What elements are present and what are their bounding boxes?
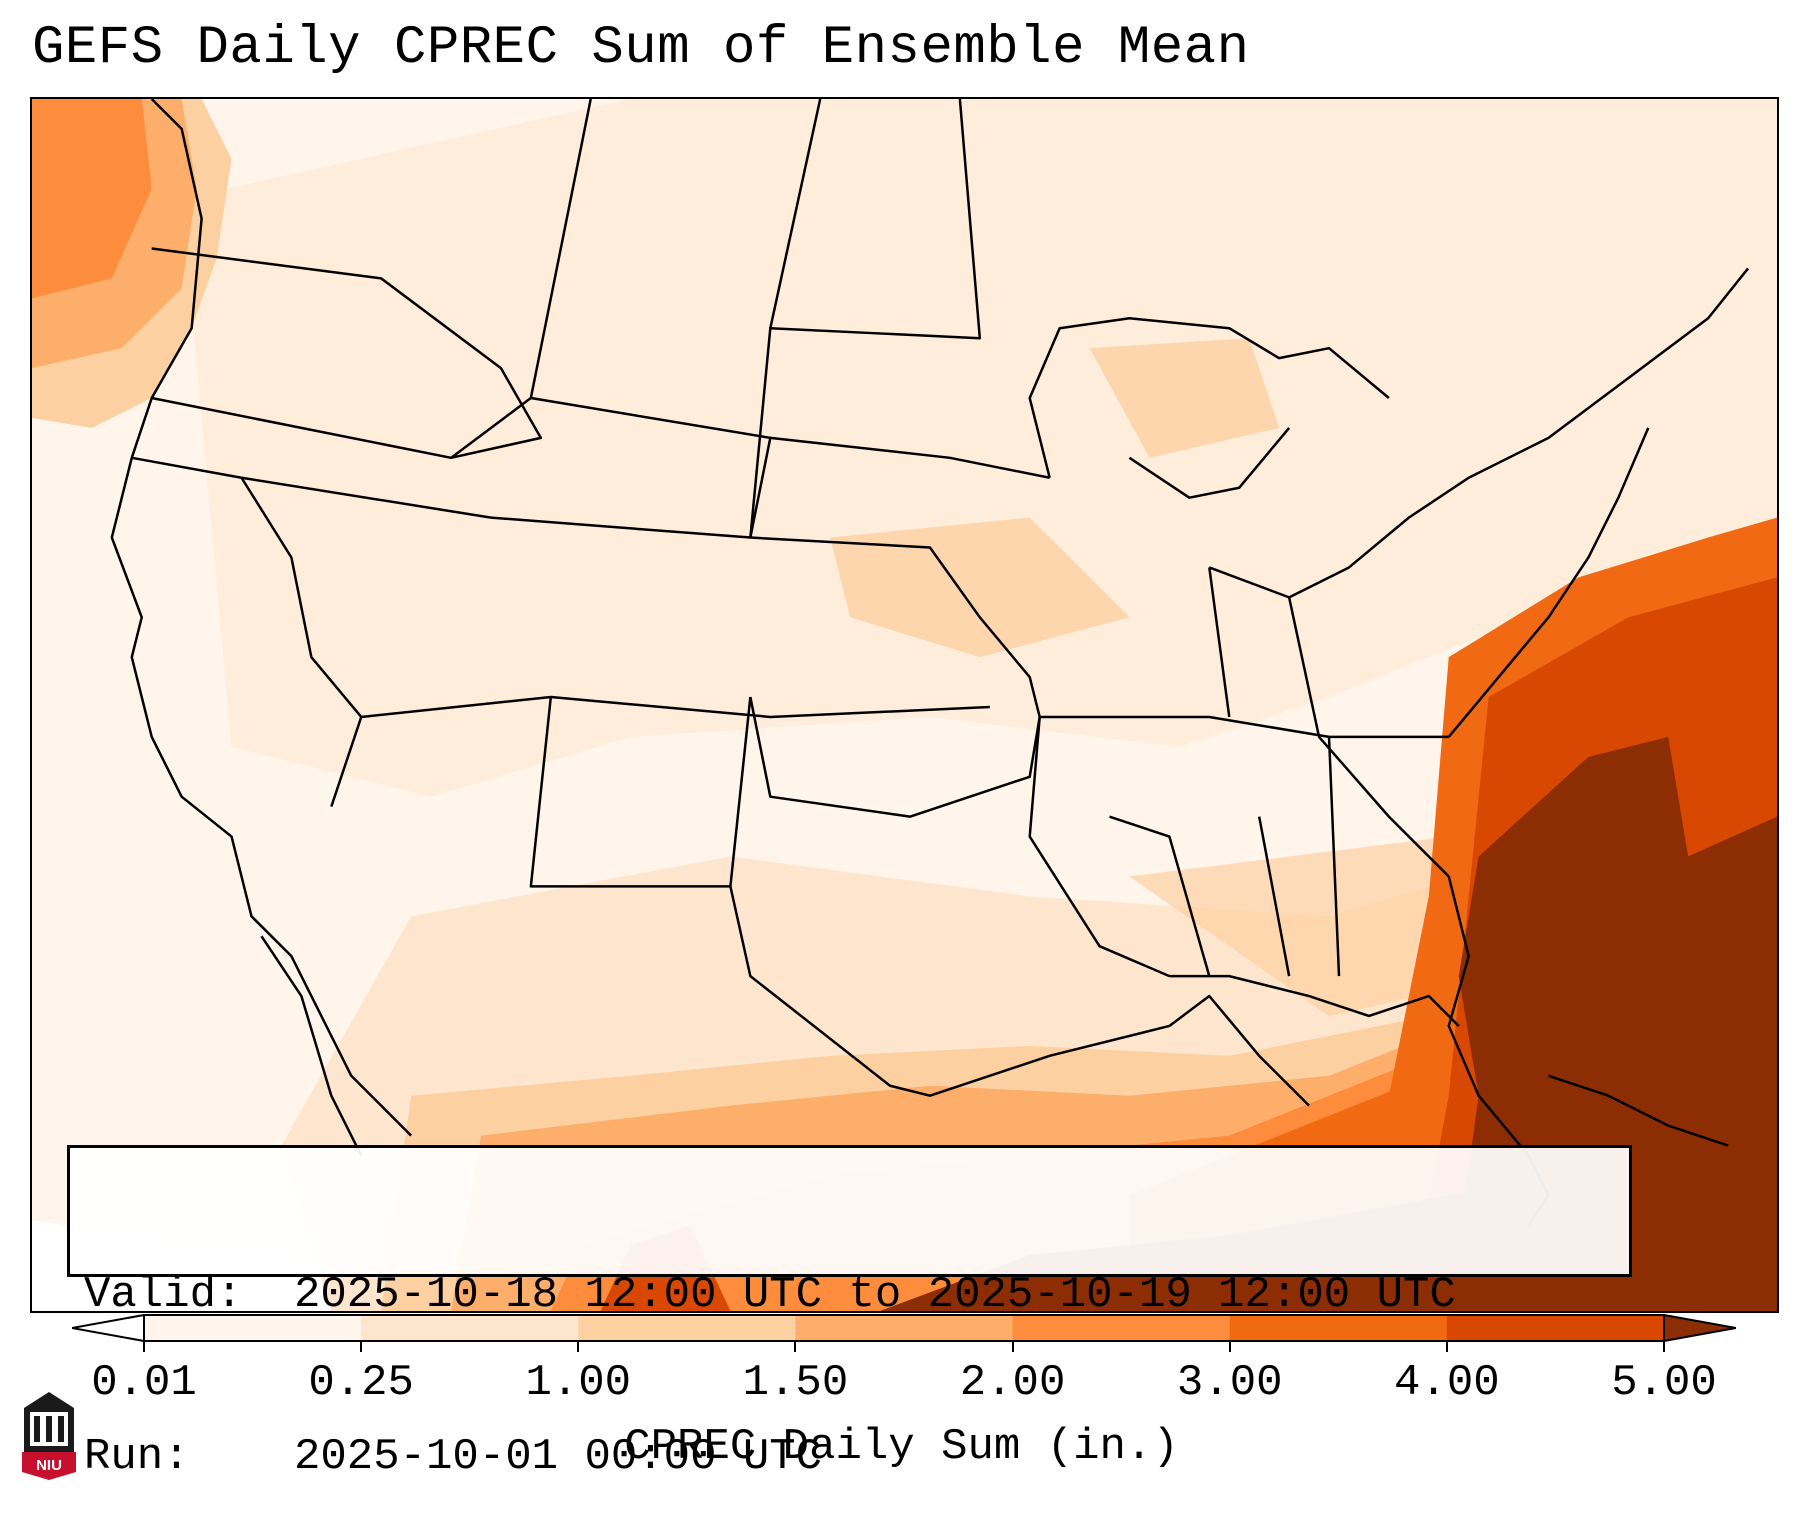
valid-value: 2025-10-18 12:00 UTC to 2025-10-19 12:00… [294, 1270, 1456, 1320]
colorbar-segment [795, 1315, 1014, 1341]
valid-run-info-box: Valid: 2025-10-18 12:00 UTC to 2025-10-19… [67, 1145, 1632, 1482]
colorbar-segment [361, 1315, 579, 1341]
niu-logo: NIU [20, 1388, 78, 1482]
colorbar-svg [72, 1314, 1736, 1342]
map-panel[interactable] [30, 97, 1779, 1313]
valid-line: Valid: 2025-10-18 12:00 UTC to 2025-10-19… [84, 1268, 1615, 1322]
precip-map [32, 99, 1777, 1311]
page-title: GEFS Daily CPREC Sum of Ensemble Mean [32, 18, 1250, 79]
colorbar-tick-mark [1663, 1342, 1665, 1352]
niu-logo-icon: NIU [22, 1392, 76, 1480]
colorbar-segment [1012, 1315, 1231, 1341]
colorbar-segment [144, 1315, 362, 1341]
colorbar-tick-label: 0.25 [308, 1358, 414, 1408]
colorbar-outline [143, 1314, 1665, 1342]
colorbar-segment [578, 1315, 796, 1341]
colorbar-tick-mark [360, 1342, 363, 1352]
colorbar-segment [1446, 1315, 1665, 1341]
run-line: Run: 2025-10-01 00:00 UTC [84, 1430, 1615, 1484]
colorbar-tick-label: 0.01 [91, 1358, 197, 1408]
colorbar-tick-label: 1.50 [742, 1358, 849, 1408]
colorbar-tick-mark [577, 1342, 580, 1352]
colorbar-segment [1229, 1315, 1448, 1341]
pacific-coastline [110, 99, 413, 1137]
caribbean-islands [1548, 1074, 1729, 1147]
colorbar-label: CPREC Daily Sum (in.) [624, 1422, 1179, 1472]
colorbar-tick-label: 5.00 [1611, 1358, 1717, 1408]
colorbar-tick-mark [1011, 1342, 1014, 1352]
colorbar-tick-label: 1.00 [525, 1358, 632, 1408]
atlantic-coastline [1447, 427, 1650, 738]
precip-shading [32, 99, 1777, 1311]
baja-coastline [260, 935, 363, 1157]
colorbar-under-triangle [72, 1314, 145, 1342]
colorbar [72, 1314, 1736, 1342]
svg-text:NIU: NIU [36, 1457, 62, 1474]
colorbar-tick-mark [794, 1342, 797, 1352]
valid-label: Valid: [84, 1270, 243, 1320]
colorbar-tick-label: 2.00 [959, 1358, 1066, 1408]
run-label: Run: [84, 1432, 190, 1482]
run-value: 2025-10-01 00:00 UTC [294, 1432, 823, 1482]
colorbar-tick-mark [143, 1342, 145, 1352]
colorbar-tick-mark [1228, 1342, 1231, 1352]
colorbar-tick-mark [1445, 1342, 1448, 1352]
colorbar-tick-label: 4.00 [1394, 1358, 1500, 1408]
colorbar-over-triangle [1663, 1314, 1736, 1342]
boundaries [110, 99, 1750, 1226]
colorbar-tick-label: 3.00 [1176, 1358, 1283, 1408]
